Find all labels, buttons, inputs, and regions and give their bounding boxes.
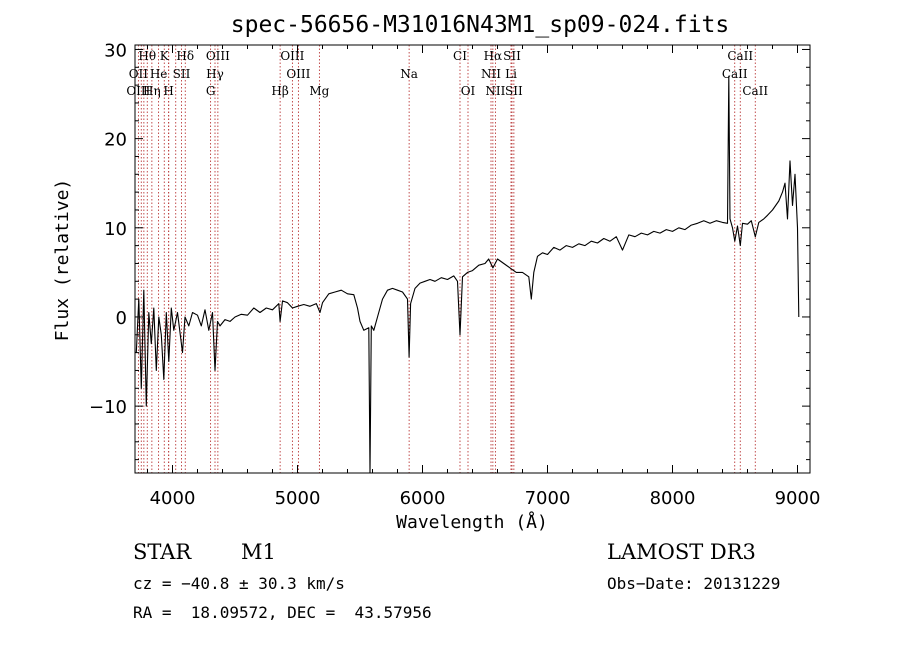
marker-label: G (206, 84, 216, 98)
marker-label: CaII (727, 49, 753, 63)
marker-label: CaII (722, 67, 748, 81)
survey-name: LAMOST DR3 (607, 540, 756, 564)
y-axis-label: Flux (relative) (52, 179, 73, 342)
flux-line (135, 75, 800, 474)
marker-label: OIII (206, 49, 230, 63)
marker-label: SII (173, 67, 191, 81)
y-axis-ticks: −10 0 10 20 30 (89, 40, 810, 461)
coordinates: RA = 18.09572, DEC = 43.57956 (133, 603, 432, 622)
marker-label: Na (400, 67, 418, 81)
x-tick-label: 8000 (650, 488, 696, 509)
marker-label: OIII (286, 67, 310, 81)
marker-label: OI (461, 84, 476, 98)
x-tick-label: 4000 (150, 488, 196, 509)
marker-label: Hγ (206, 67, 224, 81)
marker-label: CI (453, 49, 467, 63)
y-tick-label: −10 (89, 397, 127, 418)
observation-date: Obs−Date: 20131229 (607, 574, 781, 593)
marker-label: Hθ (138, 49, 156, 63)
marker-label: OIII (126, 84, 150, 98)
marker-label: NII (485, 84, 505, 98)
marker-label: OII (129, 67, 149, 81)
marker-label: OIII (280, 49, 304, 63)
marker-label: Mg (309, 84, 329, 98)
marker-label: SII (505, 84, 523, 98)
x-tick-label: 9000 (775, 488, 821, 509)
x-tick-label: 7000 (525, 488, 571, 509)
object-class: STAR (133, 540, 192, 564)
plot-frame (134, 44, 811, 474)
marker-label: CaII (742, 84, 768, 98)
x-axis-ticks: 4000 5000 6000 7000 8000 9000 (147, 45, 821, 509)
y-tick-label: 0 (116, 308, 127, 329)
marker-label: He (150, 67, 168, 81)
object-subclass: M1 (241, 540, 276, 564)
marker-label: SII (503, 49, 521, 63)
y-tick-label: 10 (104, 219, 127, 240)
marker-label: Hη (143, 84, 161, 98)
marker-label: H (163, 84, 173, 98)
y-tick-label: 30 (104, 40, 127, 61)
flux-series (135, 75, 800, 474)
marker-label: NII (481, 67, 501, 81)
marker-label: K (160, 49, 170, 63)
marker-label: Hα (484, 49, 503, 63)
marker-label: Hβ (271, 84, 288, 98)
x-tick-label: 6000 (400, 488, 446, 509)
marker-label: Hδ (176, 49, 194, 63)
redshift-cz: cz = −40.8 ± 30.3 km/s (133, 574, 345, 593)
x-tick-label: 5000 (275, 488, 321, 509)
x-axis-label: Wavelength (Å) (396, 511, 548, 533)
marker-label: Li (505, 67, 517, 81)
chart-title: spec-56656-M31016N43M1_sp09-024.fits (231, 12, 730, 38)
y-tick-label: 20 (104, 130, 127, 151)
